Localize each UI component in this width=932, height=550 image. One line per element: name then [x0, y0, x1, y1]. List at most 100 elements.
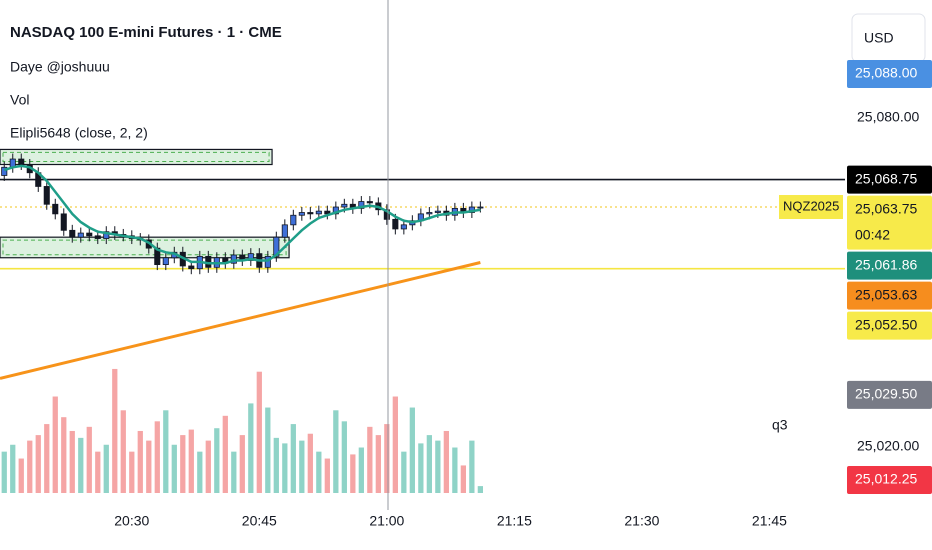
price-badge	[847, 311, 932, 340]
symbol-tag-bg	[779, 195, 843, 220]
candle-body	[315, 210, 322, 215]
volume-bar	[299, 440, 305, 493]
candle-body	[162, 257, 169, 265]
candle-body	[60, 213, 67, 231]
volume-bar	[273, 437, 279, 493]
x-tick-label: 21:00	[369, 513, 404, 529]
volume-bar	[129, 451, 135, 493]
price-badge-label: 25,012.25	[855, 471, 917, 487]
volume-bar	[392, 396, 398, 493]
volume-bar	[290, 424, 296, 493]
volume-bar	[350, 454, 356, 493]
candle-body	[77, 232, 84, 238]
candle-body	[1, 166, 8, 176]
volume-bar	[120, 410, 126, 493]
volume-bar	[341, 421, 347, 493]
legend-line: Elipli5648 (close, 2, 2)	[10, 125, 148, 141]
price-badge-label: 25,088.00	[855, 65, 917, 81]
x-tick-label: 21:30	[624, 513, 659, 529]
price-badge-label: 25,052.50	[855, 316, 917, 332]
volume-bar	[163, 410, 169, 493]
volume-bar	[477, 486, 483, 493]
candle-body	[298, 212, 305, 216]
volume-bar	[78, 437, 84, 493]
volume-bar	[384, 424, 390, 493]
candle-body	[290, 214, 297, 226]
candle-body	[86, 232, 93, 237]
volume-bar	[460, 465, 466, 493]
candle-body	[69, 229, 76, 238]
price-badge-label: 25,053.63	[855, 286, 917, 302]
candle-body	[103, 231, 110, 239]
legend: NASDAQ 100 E-mini Futures · 1 · CME Daye…	[10, 24, 282, 141]
volume-bar	[214, 428, 220, 493]
price-badge	[847, 281, 932, 310]
volume-bar	[188, 429, 194, 493]
zone	[0, 148, 273, 166]
price-badge-label: 25,068.75	[855, 170, 917, 186]
volume-bar	[282, 443, 288, 493]
price-badge-label: 25,063.75	[855, 200, 917, 216]
chart-title: NASDAQ 100 E-mini Futures · 1 · CME	[10, 24, 282, 41]
volume-bar	[154, 421, 160, 493]
candle-body	[358, 201, 365, 209]
volume-bar	[205, 440, 211, 493]
volume-bar	[231, 451, 237, 493]
volume-bar	[103, 444, 109, 493]
candle-body	[366, 201, 373, 204]
candle-body	[94, 235, 101, 239]
volume-bar	[435, 440, 441, 493]
zone-inner	[2, 151, 270, 163]
volume-bar	[358, 447, 364, 493]
plot-area	[0, 148, 845, 493]
x-tick-label: 20:45	[242, 513, 277, 529]
y-tick-label: 25,080.00	[857, 109, 919, 125]
volume-bar	[137, 430, 143, 493]
volume-bar	[69, 430, 75, 493]
candle-body	[247, 253, 254, 261]
x-tick-label: 21:45	[752, 513, 787, 529]
volume-bar	[307, 433, 313, 493]
price-badge-label: 25,029.50	[855, 386, 917, 402]
volume-bar	[316, 451, 322, 493]
volume-bar	[418, 443, 424, 493]
x-tick-label: 21:15	[497, 513, 532, 529]
volume-bar	[443, 430, 449, 493]
volume-bar	[367, 426, 373, 493]
x-tick-label: 20:30	[114, 513, 149, 529]
volume-bar	[256, 371, 262, 493]
volume-bar	[401, 451, 407, 493]
price-badge	[847, 60, 932, 89]
volume-bar	[52, 396, 58, 493]
price-badge-label: 25,061.86	[855, 256, 917, 272]
candle-body	[264, 255, 271, 268]
volume-bar	[112, 368, 118, 493]
volume-bar	[61, 417, 67, 493]
trend-line	[0, 261, 481, 380]
volume-bar	[35, 435, 41, 493]
candle-body	[324, 210, 331, 215]
candle-body	[307, 212, 314, 215]
volume-bar	[197, 451, 203, 493]
volume-bar	[10, 444, 16, 493]
price-badge	[847, 466, 932, 494]
volume-bar	[469, 440, 475, 493]
price-badge	[847, 165, 932, 194]
volume-bar	[452, 447, 458, 493]
volume-bar	[27, 440, 33, 493]
currency-label[interactable]: USD	[864, 30, 894, 46]
price-axis: 25,080.00 25,020.00 25,088.00 25,068.75 25,0…	[847, 60, 932, 494]
volume-bar	[1, 451, 7, 493]
candle-body	[188, 265, 195, 270]
volume-bar	[222, 415, 228, 493]
price-badge	[847, 195, 932, 250]
volume-bar	[375, 435, 381, 493]
price-badge	[847, 380, 932, 409]
volume-bar	[239, 435, 245, 493]
volume-bar	[409, 407, 415, 493]
candle-body	[400, 224, 407, 230]
candle-body	[52, 203, 59, 215]
candle-body	[43, 186, 50, 205]
candle-body	[281, 224, 288, 238]
candle-body	[18, 158, 25, 165]
